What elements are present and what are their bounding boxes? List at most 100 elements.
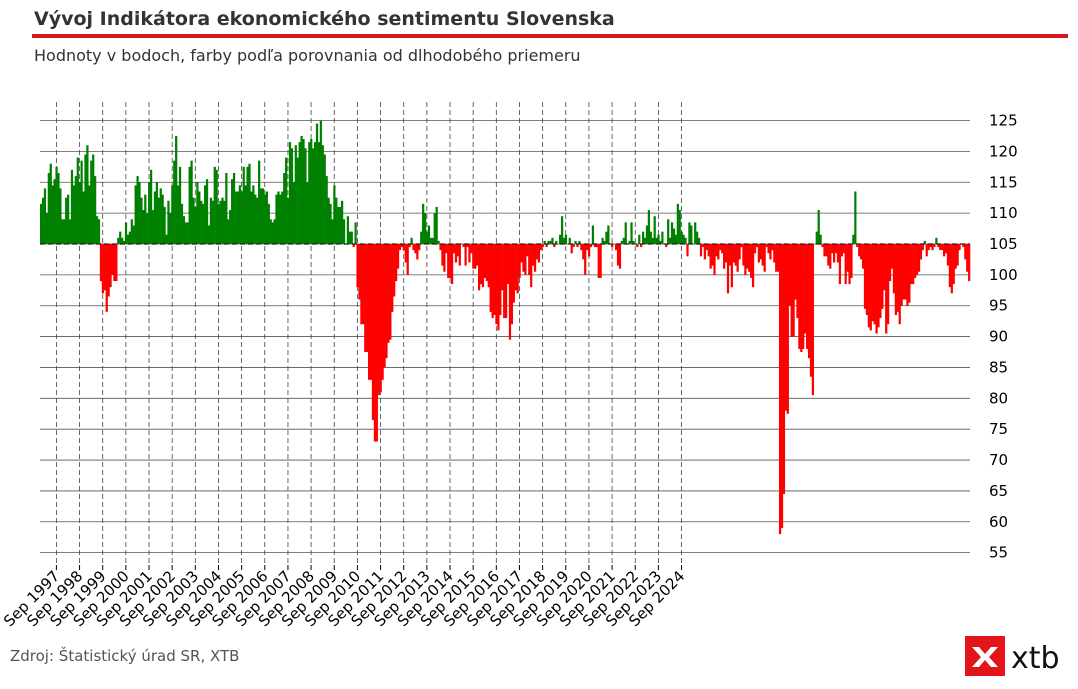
bar-below-average (352, 243, 355, 248)
bar-below-average (487, 243, 490, 288)
y-axis-ticks: 55 60 65 70 75 80 85 90 95 100 105 110 115 120 125 (989, 112, 1018, 562)
bar-below-average (831, 243, 834, 254)
bar-below-average (686, 243, 689, 257)
bar-above-average (84, 154, 87, 244)
bar-below-average (931, 243, 934, 251)
bar-above-average (613, 243, 616, 245)
bar-below-average (738, 243, 741, 260)
bar-above-average (82, 191, 85, 244)
bar-below-average (962, 243, 965, 248)
bar-above-average (288, 142, 292, 244)
bar-below-average (705, 243, 708, 251)
bar-below-average (944, 243, 948, 254)
bar-below-average (441, 243, 444, 266)
bar-above-average (560, 216, 564, 244)
bar-above-average (55, 166, 58, 244)
bar-below-average (464, 243, 467, 266)
bar-below-average (404, 243, 407, 263)
bar-below-average (586, 243, 589, 251)
bar-below-average (508, 243, 512, 340)
bar-above-average (321, 145, 324, 244)
bar-above-average (204, 185, 207, 244)
bar-below-average (717, 243, 720, 260)
bar-below-average (952, 243, 955, 285)
bar-above-average (250, 191, 253, 244)
bar-above-average (692, 243, 695, 245)
y-tick-label: 120 (989, 142, 1018, 160)
bar-above-average (331, 219, 334, 244)
bar-below-average (665, 243, 668, 248)
bar-above-average (163, 206, 166, 244)
bar-below-average (844, 243, 847, 285)
bar-above-average (682, 234, 685, 244)
bar-below-average (834, 243, 838, 254)
bar-below-average (595, 243, 598, 248)
bar-below-average (593, 243, 596, 248)
bar-below-average (640, 243, 643, 248)
bar-above-average (342, 219, 346, 244)
bar-above-average (63, 219, 66, 244)
bar-below-average (773, 243, 776, 263)
bar-below-average (709, 243, 712, 269)
bar-below-average (753, 243, 757, 254)
bar-below-average (881, 243, 884, 309)
bar-below-average (956, 243, 959, 266)
bar-below-average (522, 243, 525, 272)
bar-below-average (99, 243, 103, 282)
bar-below-average (553, 243, 556, 248)
bar-above-average (182, 216, 186, 244)
bar-above-average (275, 194, 278, 244)
bar-below-average (452, 243, 456, 254)
bar-above-average (319, 120, 323, 244)
bar-above-average (325, 176, 328, 244)
xtb-logo[interactable]: xtb (965, 636, 1065, 678)
bar-below-average (769, 243, 772, 260)
bar-below-average (890, 243, 894, 269)
bar-below-average (767, 243, 770, 254)
bar-above-average (148, 182, 151, 244)
bar-above-average (126, 234, 130, 244)
bar-below-average (528, 243, 531, 275)
bar-above-average (207, 225, 211, 244)
bar-below-average (721, 243, 724, 254)
bar-above-average (696, 231, 699, 244)
bar-above-average (229, 210, 232, 244)
bar-below-average (115, 243, 118, 282)
bar-above-average (302, 139, 305, 244)
bar-below-average (493, 243, 496, 315)
bar-below-average (786, 243, 789, 414)
bar-below-average (491, 243, 494, 319)
bar-below-average (377, 243, 380, 396)
bar-above-average (641, 231, 645, 244)
bar-below-average (713, 243, 716, 275)
bar-below-average (356, 243, 359, 288)
bar-above-average (130, 219, 133, 244)
bar-above-average (265, 191, 268, 244)
bar-above-average (124, 222, 128, 244)
bar-above-average (547, 240, 550, 244)
bar-above-average (169, 213, 172, 244)
y-tick-label: 90 (989, 328, 1008, 346)
bar-above-average (437, 240, 440, 244)
bar-below-average (730, 243, 733, 288)
bar-below-average (362, 243, 365, 325)
bar-below-average (499, 243, 502, 315)
bar-above-average (190, 160, 193, 244)
bar-below-average (792, 243, 795, 337)
bar-below-average (589, 243, 593, 248)
bar-below-average (497, 243, 500, 331)
bar-below-average (777, 243, 780, 272)
bar-above-average (420, 231, 423, 244)
bar-above-average (300, 135, 303, 244)
bar-above-average (543, 240, 546, 244)
bar-above-average (645, 225, 649, 244)
bar-above-average (678, 210, 681, 244)
bar-above-average (258, 160, 261, 244)
bar-above-average (435, 206, 438, 244)
bar-above-average (95, 216, 99, 244)
bar-above-average (198, 191, 201, 244)
bar-above-average (643, 237, 647, 244)
bar-below-average (462, 243, 465, 248)
bar-below-average (898, 243, 901, 325)
